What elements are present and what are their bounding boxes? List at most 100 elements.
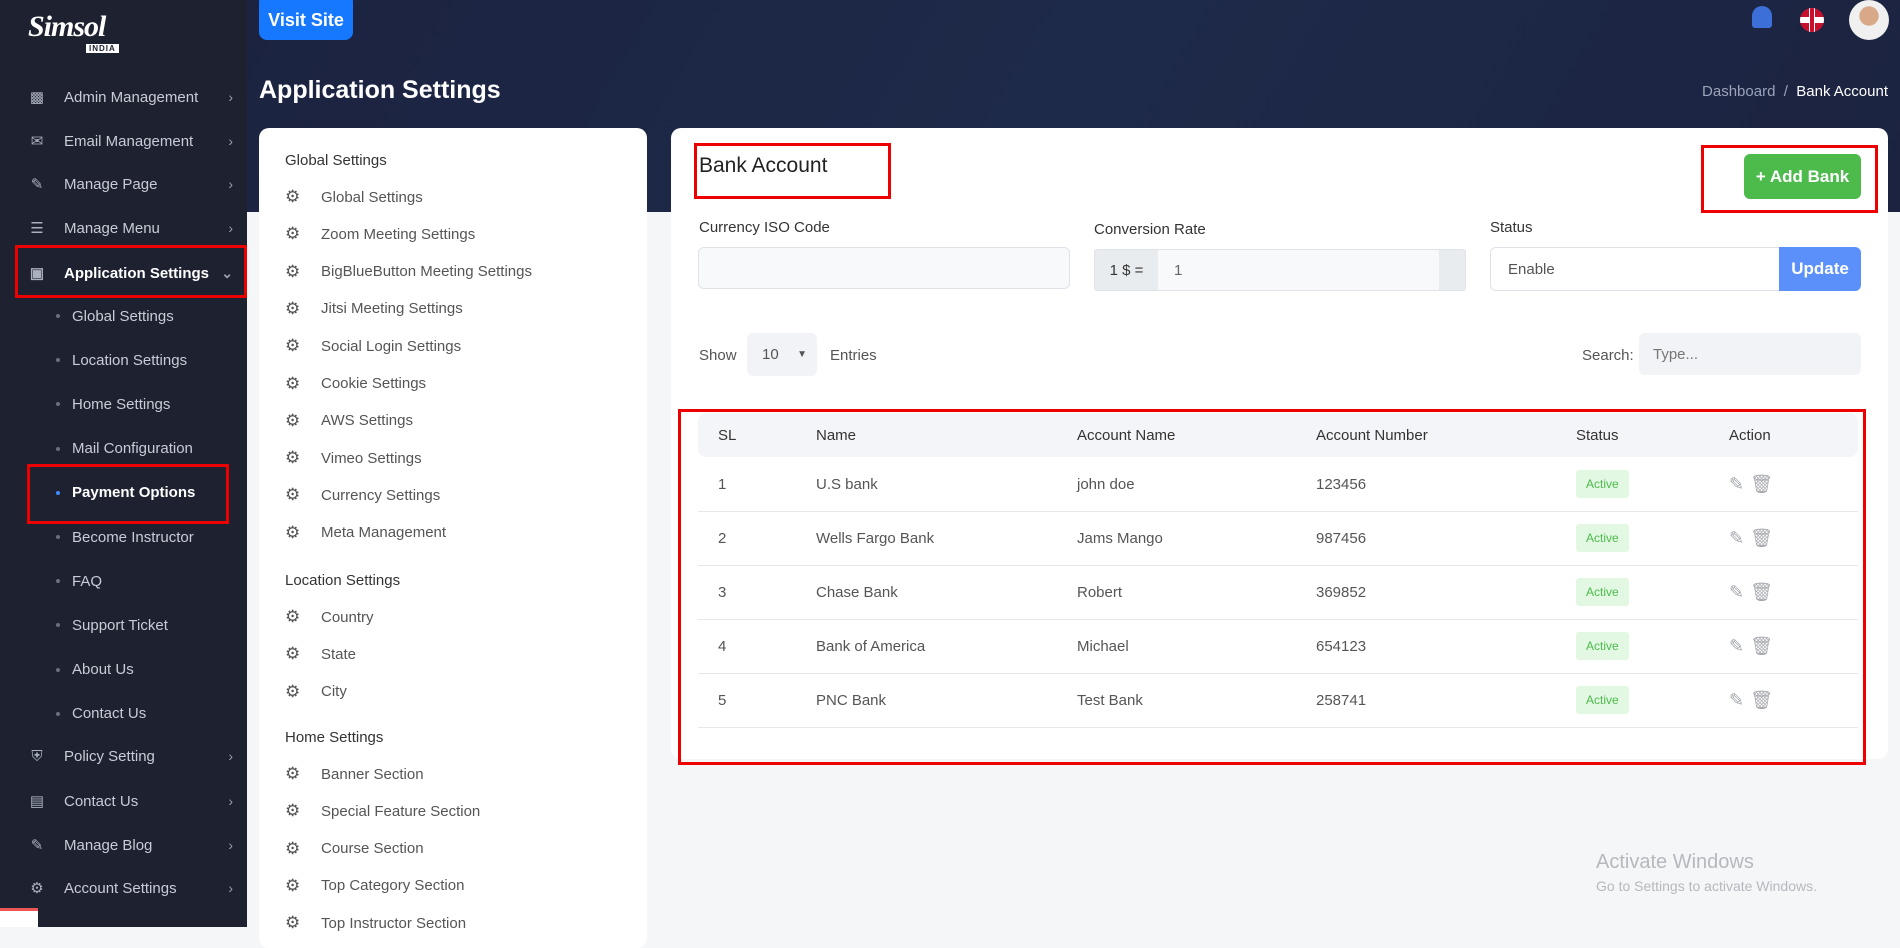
sidebar-item-email-management[interactable]: ✉ Email Management › — [0, 121, 247, 161]
sidebar-item-application-settings[interactable]: ▣ Application Settings ⌄ — [0, 253, 247, 293]
sidebar-item-manage-blog[interactable]: ✎ Manage Blog › — [0, 825, 247, 865]
settings-link[interactable]: ⚙ Special Feature Section — [285, 801, 480, 821]
sidebar-item-manage-menu[interactable]: ☰ Manage Menu › — [0, 208, 247, 248]
edit-icon[interactable]: ✎ — [1729, 473, 1745, 494]
breadcrumb-dashboard[interactable]: Dashboard — [1702, 83, 1776, 100]
settings-link[interactable]: ⚙ BigBlueButton Meeting Settings — [285, 262, 532, 282]
debug-badge-icon[interactable] — [0, 908, 38, 927]
row-divider — [698, 511, 1858, 512]
settings-link[interactable]: ⚙ Vimeo Settings — [285, 448, 422, 468]
table-cell: PNC Bank — [816, 691, 887, 709]
submenu-payment-options[interactable]: Payment Options — [56, 478, 195, 508]
gear-icon: ⚙ — [285, 913, 301, 933]
table-cell: Robert — [1077, 583, 1123, 601]
settings-link-label: State — [321, 645, 357, 663]
submenu-contact-us[interactable]: Contact Us — [56, 699, 146, 729]
trash-icon[interactable]: 🗑 — [1750, 635, 1773, 656]
settings-link[interactable]: ⚙ Banner Section — [285, 764, 424, 784]
settings-link[interactable]: ⚙ Course Section — [285, 839, 424, 859]
chevron-right-icon: › — [228, 220, 233, 236]
sidebar-item-label: Account Settings — [64, 879, 177, 897]
chevron-right-icon: › — [228, 89, 233, 105]
chevron-right-icon: › — [228, 176, 233, 192]
breadcrumb: Dashboard / Bank Account — [1702, 83, 1888, 100]
table-cell: Wells Fargo Bank — [816, 529, 935, 547]
settings-link[interactable]: ⚙ Global Settings — [285, 187, 423, 207]
gear-icon: ⚙ — [285, 187, 301, 206]
submenu-global-settings[interactable]: Global Settings — [56, 301, 174, 331]
settings-link-label: Cookie Settings — [321, 375, 427, 392]
sidebar-item-label: Manage Menu — [64, 219, 160, 237]
table-cell: 369852 — [1316, 583, 1367, 601]
submenu-mail-configuration[interactable]: Mail Configuration — [56, 434, 193, 464]
trash-icon[interactable]: 🗑 — [1750, 689, 1773, 710]
settings-link[interactable]: ⚙ Zoom Meeting Settings — [285, 224, 475, 244]
trash-icon[interactable]: 🗑 — [1750, 581, 1773, 602]
submenu-support-ticket[interactable]: Support Ticket — [56, 610, 168, 640]
blog-icon: ✎ — [30, 837, 44, 854]
edit-icon[interactable]: ✎ — [1729, 635, 1745, 656]
settings-link[interactable]: ⚙ Cookie Settings — [285, 374, 426, 394]
edit-icon[interactable]: ✎ — [1729, 689, 1745, 710]
sidebar-item-label: Manage Blog — [64, 836, 153, 854]
status-badge: Active — [1576, 470, 1629, 498]
settings-link[interactable]: ⚙ State — [285, 644, 356, 664]
settings-link[interactable]: ⚙ Meta Management — [285, 523, 446, 543]
avatar[interactable] — [1849, 0, 1889, 40]
visit-site-button[interactable]: Visit Site — [259, 0, 353, 40]
sidebar-item-contact-us[interactable]: ▤ Contact Us › — [0, 781, 247, 821]
sidebar-item-manage-page[interactable]: ✎ Manage Page › — [0, 164, 247, 204]
app-settings-icon: ▣ — [29, 265, 45, 282]
settings-link-label: Special Feature Section — [321, 802, 481, 820]
gear-icon: ⚙ — [285, 522, 301, 542]
logo[interactable]: Simsol INDIA — [28, 10, 119, 53]
bell-icon[interactable] — [1752, 6, 1772, 28]
sidebar-item-account-settings[interactable]: ⚙ Account Settings › — [0, 868, 247, 908]
gear-icon: ⚙ — [285, 448, 301, 468]
windows-watermark: Activate Windows Go to Settings to activ… — [1596, 851, 1817, 894]
update-button[interactable]: Update — [1779, 247, 1861, 291]
show-label: Show — [699, 347, 737, 364]
uk-flag-icon[interactable] — [1800, 8, 1824, 32]
edit-icon[interactable]: ✎ — [1729, 581, 1745, 602]
sidebar-item-label: Email Management — [64, 132, 194, 150]
status-input[interactable]: Enable — [1490, 247, 1790, 291]
settings-link[interactable]: ⚙ Social Login Settings — [285, 336, 461, 356]
settings-link[interactable]: ⚙ Currency Settings — [285, 485, 440, 505]
settings-link[interactable]: ⚙ Top Category Section — [285, 876, 464, 896]
trash-icon[interactable]: 🗑 — [1750, 473, 1773, 494]
conversion-rate-input[interactable]: 1 — [1174, 261, 1183, 279]
sidebar-item-policy-setting[interactable]: ⛨ Policy Setting › — [0, 736, 247, 776]
column-header: SL — [718, 426, 737, 444]
status-cell: Active — [1576, 673, 1629, 727]
currency-iso-input[interactable] — [698, 247, 1070, 289]
edit-icon[interactable]: ✎ — [1729, 527, 1745, 548]
trash-icon[interactable]: 🗑 — [1750, 527, 1773, 548]
table-cell: Bank of America — [816, 637, 926, 655]
settings-link[interactable]: ⚙ Jitsi Meeting Settings — [285, 299, 463, 319]
submenu-about-us[interactable]: About Us — [56, 655, 134, 685]
settings-link[interactable]: ⚙ Top Instructor Section — [285, 913, 466, 933]
column-header: Status — [1576, 426, 1619, 444]
search-label: Search: — [1582, 347, 1634, 364]
gear-icon: ⚙ — [285, 764, 301, 783]
currency-label: Currency ISO Code — [699, 219, 830, 236]
watermark-subtitle: Go to Settings to activate Windows. — [1596, 878, 1817, 894]
action-cell: ✎ 🗑 — [1729, 619, 1773, 673]
settings-link[interactable]: ⚙ City — [285, 682, 347, 702]
row-divider — [698, 619, 1858, 620]
search-input[interactable] — [1639, 333, 1861, 375]
sidebar-item-admin-management[interactable]: ▩ Admin Management › — [0, 77, 247, 117]
add-bank-button[interactable]: + Add Bank — [1744, 154, 1861, 199]
gear-icon: ⚙ — [285, 373, 301, 393]
settings-link-label: City — [321, 683, 347, 701]
entries-select[interactable]: 10 ▼ — [747, 333, 817, 376]
submenu-faq[interactable]: FAQ — [56, 566, 102, 596]
submenu-become-instructor[interactable]: Become Instructor — [56, 522, 194, 552]
settings-link[interactable]: ⚙ Country — [285, 607, 374, 627]
column-header: Name — [816, 426, 857, 444]
settings-link[interactable]: ⚙ AWS Settings — [285, 411, 413, 431]
sidebar-item-label: Admin Management — [64, 88, 199, 106]
submenu-location-settings[interactable]: Location Settings — [56, 345, 187, 375]
submenu-home-settings[interactable]: Home Settings — [56, 389, 170, 419]
